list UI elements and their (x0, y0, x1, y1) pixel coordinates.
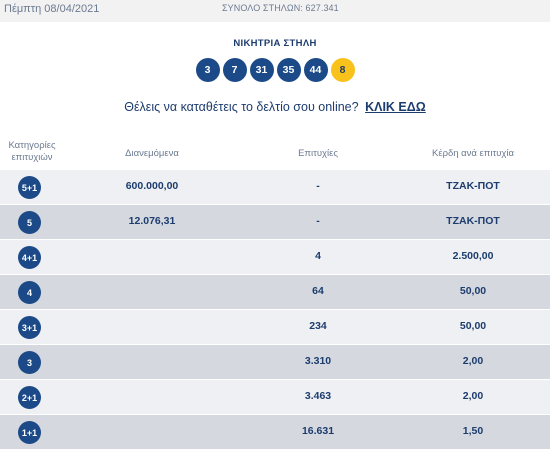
click-here-link[interactable]: ΚΛΙΚ ΕΔΩ (365, 100, 426, 114)
table-row: 3+1 234 50,00 (0, 310, 550, 344)
wins-value: 3.463 (304, 390, 332, 402)
header-categories-line1: Κατηγορίες (8, 140, 56, 151)
wins-value: - (316, 215, 320, 227)
wins-value: 234 (309, 320, 327, 332)
top-info-bar: Πέμπτη 08/04/2021 ΣΥΝΟΛΟ ΣΤΗΛΩΝ: 627.341 (0, 0, 550, 22)
prize-value: ΤΖΑΚ-ΠΟΤ (446, 180, 500, 192)
header-wins: Επιτυχίες (298, 148, 338, 159)
header-distributed: Διανεμόμενα (125, 148, 179, 159)
winning-column-title: ΝΙΚΗΤΡΙΑ ΣΤΗΛΗ (233, 38, 317, 49)
table-row: 4 64 50,00 (0, 275, 550, 309)
prize-value: 1,50 (462, 425, 484, 437)
number-ball: 7 (222, 58, 247, 82)
prize-value: 2.500,00 (452, 250, 494, 262)
number-ball: 3 (195, 58, 220, 82)
online-promo: Θέλεις να καταθέτεις το δελτίο σου onlin… (0, 100, 550, 114)
prize-value: 2,00 (462, 355, 484, 367)
header-categories: Κατηγορίες επιτυχιών (0, 140, 64, 164)
table-header: Κατηγορίες επιτυχιών Διανεμόμενα Επιτυχί… (0, 136, 550, 170)
winning-numbers: 3 7 31 35 44 8 (0, 58, 550, 82)
category-badge: 2+1 (18, 386, 41, 409)
prize-value: 2,00 (462, 390, 484, 402)
table-row: 1+1 16.631 1,50 (0, 415, 550, 449)
number-ball: 44 (303, 58, 328, 82)
prize-value: 50,00 (459, 320, 487, 332)
wins-value: 64 (312, 285, 324, 297)
table-row: 2+1 3.463 2,00 (0, 380, 550, 414)
category-badge: 3 (18, 351, 41, 374)
category-badge: 5+1 (18, 176, 41, 199)
category-badge: 5 (18, 211, 41, 234)
online-promo-text: Θέλεις να καταθέτεις το δελτίο σου onlin… (124, 100, 359, 114)
number-ball: 31 (249, 58, 274, 82)
header-categories-line2: επιτυχιών (11, 152, 53, 163)
prize-value: ΤΖΑΚ-ΠΟΤ (446, 215, 500, 227)
total-columns: ΣΥΝΟΛΟ ΣΤΗΛΩΝ: 627.341 (222, 3, 339, 13)
wins-value: 4 (315, 250, 321, 262)
number-ball: 35 (276, 58, 301, 82)
wins-value: - (316, 180, 320, 192)
wins-value: 16.631 (301, 425, 335, 437)
category-badge: 1+1 (18, 421, 41, 444)
category-badge: 3+1 (18, 316, 41, 339)
prize-value: 50,00 (459, 285, 487, 297)
wins-value: 3.310 (304, 355, 332, 367)
category-badge: 4+1 (18, 246, 41, 269)
table-row: 4+1 4 2.500,00 (0, 240, 550, 274)
joker-ball: 8 (330, 58, 355, 82)
category-badge: 4 (18, 281, 41, 304)
distributed-value: 600.000,00 (125, 180, 179, 192)
draw-date: Πέμπτη 08/04/2021 (4, 3, 100, 15)
table-row: 5+1 600.000,00 - ΤΖΑΚ-ΠΟΤ (0, 170, 550, 204)
table-row: 5 12.076,31 - ΤΖΑΚ-ΠΟΤ (0, 205, 550, 239)
header-prize: Κέρδη ανά επιτυχία (432, 148, 514, 159)
table-row: 3 3.310 2,00 (0, 345, 550, 379)
distributed-value: 12.076,31 (128, 215, 176, 227)
